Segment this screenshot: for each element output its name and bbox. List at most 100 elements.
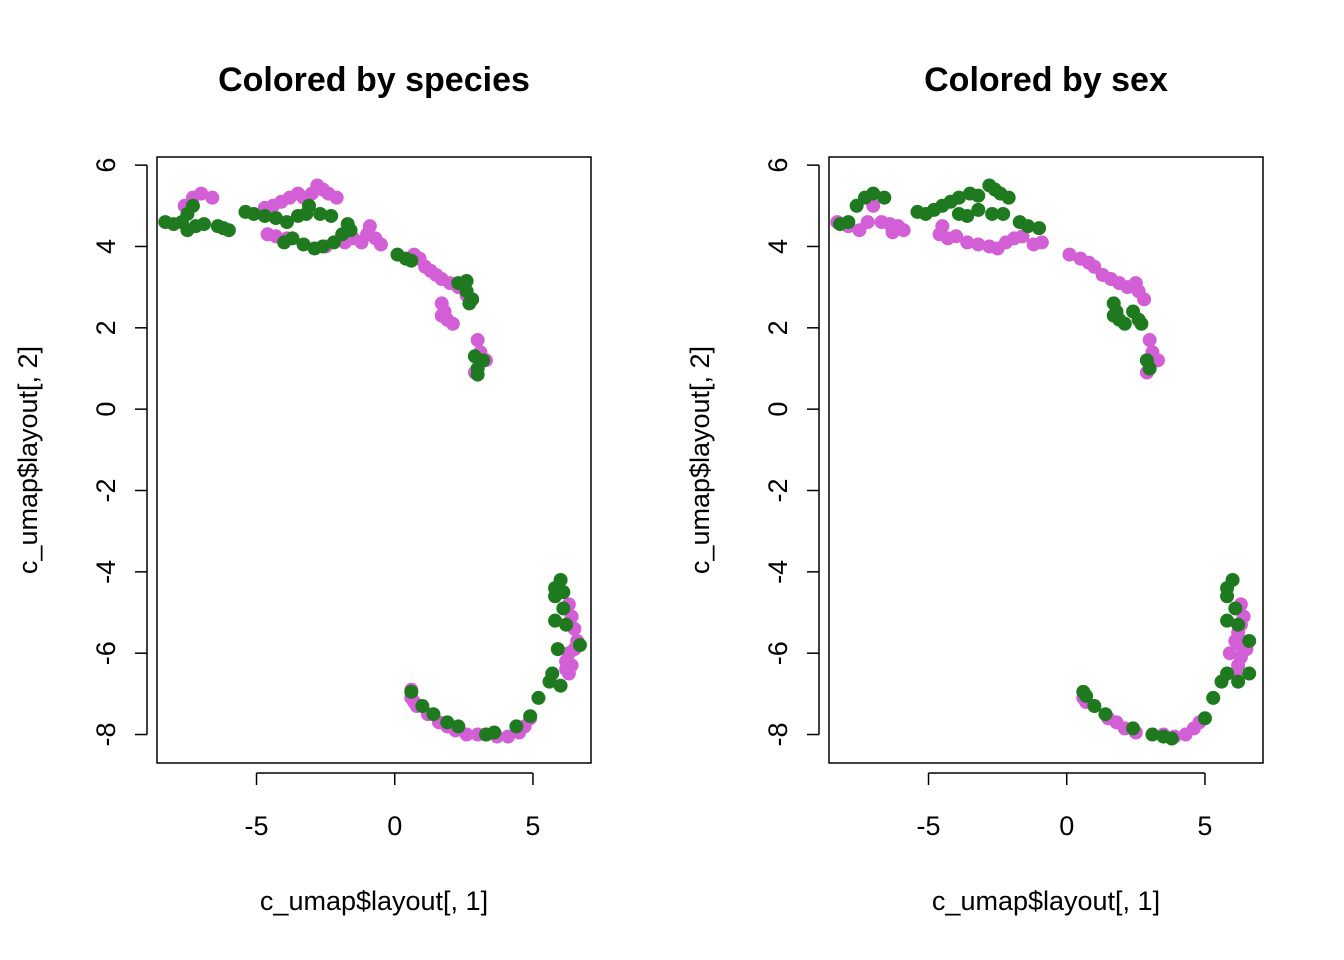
data-point	[1117, 316, 1132, 331]
x-axis-label: c_umap$layout[, 1]	[260, 886, 488, 916]
data-point	[268, 211, 283, 226]
data-point	[315, 239, 330, 254]
data-point	[1142, 333, 1157, 348]
data-point	[373, 237, 388, 252]
y-tick-label: 2	[763, 320, 793, 335]
data-point	[935, 219, 950, 234]
chart-title: Colored by sex	[924, 61, 1168, 99]
data-point	[1164, 731, 1179, 746]
data-point	[1231, 617, 1246, 632]
data-point	[971, 188, 986, 203]
data-point	[459, 274, 474, 289]
panel-species: Colored by species -5 0 5 -8 -6 -4 -2 0 2 4 6 c_u…	[13, 61, 592, 916]
data-point	[487, 725, 502, 740]
data-point	[404, 253, 419, 268]
data-point	[885, 225, 900, 240]
data-point	[313, 206, 328, 221]
data-point	[1021, 219, 1036, 234]
x-tick-label: -5	[917, 811, 941, 841]
data-point	[285, 231, 300, 246]
y-tick-label: 4	[763, 239, 793, 254]
y-tick-label: -6	[91, 641, 121, 665]
data-point	[501, 729, 516, 744]
data-point	[462, 296, 477, 311]
data-point	[279, 215, 294, 230]
data-point	[1225, 572, 1240, 587]
data-point	[445, 316, 460, 331]
data-point	[556, 601, 571, 616]
data-point	[860, 215, 875, 230]
data-point	[523, 709, 538, 724]
data-point	[572, 638, 587, 653]
data-point	[343, 223, 358, 238]
data-point	[1001, 190, 1016, 205]
y-axis: -8 -6 -4 -2 0 2 4 6	[763, 158, 820, 747]
plot-frame	[156, 156, 592, 764]
y-tick-label: -4	[763, 560, 793, 584]
x-axis-label: c_umap$layout[, 1]	[932, 886, 1160, 916]
data-point	[1242, 666, 1257, 681]
data-point	[1034, 235, 1049, 250]
data-point	[1231, 674, 1246, 689]
data-point	[960, 235, 975, 250]
x-axis: -5 0 5	[917, 772, 1212, 841]
data-point	[559, 617, 574, 632]
data-point	[877, 190, 892, 205]
data-point	[1079, 688, 1094, 703]
data-point	[1228, 601, 1243, 616]
data-point	[841, 215, 856, 230]
y-tick-label: -8	[763, 723, 793, 747]
y-tick-label: -6	[763, 641, 793, 665]
data-point	[509, 719, 524, 734]
data-point	[257, 208, 272, 223]
data-point	[296, 237, 311, 252]
data-point	[960, 208, 975, 223]
plot-frame	[828, 156, 1264, 764]
data-point	[1222, 646, 1237, 661]
data-point	[1134, 316, 1149, 331]
data-point	[556, 585, 571, 600]
y-tick-label: 2	[91, 320, 121, 335]
data-point	[451, 719, 466, 734]
y-tick-label: 0	[91, 402, 121, 417]
data-point	[1145, 727, 1160, 742]
data-point	[996, 206, 1011, 221]
data-point	[985, 206, 1000, 221]
data-point	[553, 572, 568, 587]
data-point	[971, 202, 986, 217]
y-tick-label: 4	[91, 239, 121, 254]
data-point	[1206, 690, 1221, 705]
data-point	[194, 186, 209, 201]
x-tick-label: 5	[1197, 811, 1212, 841]
data-point	[553, 678, 568, 693]
data-point	[896, 223, 911, 238]
data-point	[415, 699, 430, 714]
data-point	[426, 707, 441, 722]
data-point	[185, 198, 200, 213]
data-point	[221, 223, 236, 238]
data-point	[362, 219, 377, 234]
data-point	[1137, 292, 1152, 307]
y-axis: -8 -6 -4 -2 0 2 4 6	[91, 158, 148, 747]
y-axis-label: c_umap$layout[, 2]	[13, 346, 43, 574]
y-tick-label: 0	[763, 402, 793, 417]
y-tick-label: -2	[763, 478, 793, 502]
chart-title: Colored by species	[218, 61, 530, 99]
points	[158, 178, 587, 744]
data-point	[1098, 707, 1113, 722]
data-point	[470, 333, 485, 348]
y-tick-label: -4	[91, 560, 121, 584]
data-point	[1220, 613, 1235, 628]
data-point	[548, 613, 563, 628]
data-point	[440, 715, 455, 730]
data-point	[1242, 633, 1257, 648]
data-point	[866, 186, 881, 201]
data-point	[324, 208, 339, 223]
panel-sex: Colored by sex -5 0 5 -8 -6 -4 -2 0 2 4 6 c_umap$…	[685, 61, 1264, 916]
data-point	[329, 190, 344, 205]
data-point	[196, 217, 211, 232]
x-tick-label: 5	[525, 811, 540, 841]
data-point	[561, 666, 576, 681]
data-point	[550, 642, 565, 657]
data-point	[1032, 221, 1047, 236]
